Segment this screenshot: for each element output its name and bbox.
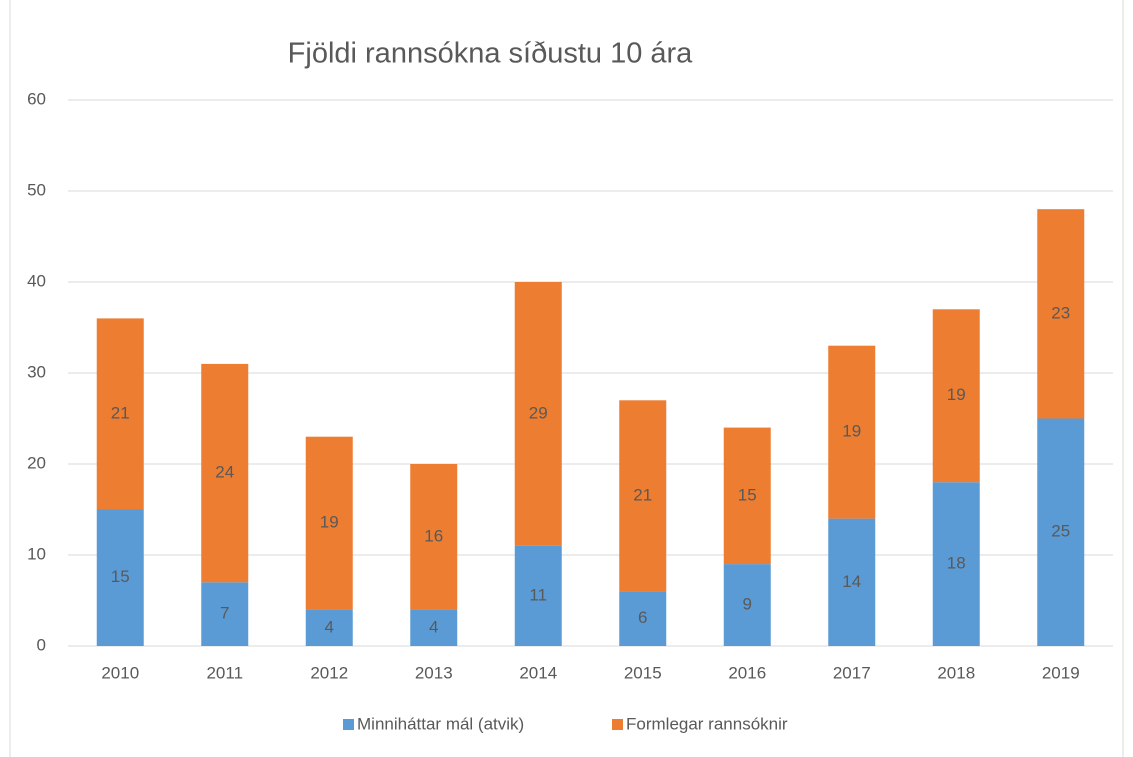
bar (619, 400, 667, 592)
bar (619, 591, 667, 646)
data-label: 19 (842, 422, 861, 441)
bar (201, 363, 249, 583)
data-label: 21 (633, 485, 652, 504)
data-label: 21 (111, 403, 130, 422)
bar (828, 518, 876, 646)
y-tick-label: 30 (27, 362, 46, 381)
data-label: 14 (842, 572, 861, 591)
x-tick-label: 2015 (624, 663, 662, 682)
legend-label: Minniháttar mál (atvik) (357, 714, 524, 733)
bar (514, 545, 562, 646)
data-label: 25 (1051, 522, 1070, 541)
data-label: 15 (738, 485, 757, 504)
data-label: 6 (638, 608, 647, 627)
data-label: 15 (111, 567, 130, 586)
bar (410, 609, 458, 646)
data-label: 19 (320, 513, 339, 532)
x-tick-label: 2018 (937, 663, 975, 682)
bar (305, 609, 353, 646)
data-label: 16 (424, 526, 443, 545)
bar (932, 482, 980, 646)
x-tick-label: 2017 (833, 663, 871, 682)
bar (723, 564, 771, 646)
data-label: 29 (529, 403, 548, 422)
chart-title: Fjöldi rannsókna síðustu 10 ára (288, 38, 693, 70)
x-tick-label: 2013 (415, 663, 453, 682)
bar (828, 345, 876, 519)
y-tick-label: 10 (27, 544, 46, 563)
data-label: 4 (429, 617, 438, 636)
bar (201, 582, 249, 646)
x-tick-label: 2011 (206, 663, 243, 682)
bar (96, 509, 144, 646)
legend-swatch (343, 719, 354, 730)
legend-label: Formlegar rannsóknir (626, 714, 788, 733)
x-tick-label: 2012 (310, 663, 348, 682)
bar (514, 282, 562, 546)
bar (410, 464, 458, 610)
y-tick-label: 40 (27, 271, 46, 290)
legend-swatch (612, 719, 623, 730)
data-label: 19 (947, 385, 966, 404)
bar (1037, 209, 1085, 419)
y-tick-label: 20 (27, 453, 46, 472)
y-tick-label: 60 (27, 89, 46, 108)
data-label: 7 (220, 604, 229, 623)
data-label: 11 (529, 585, 547, 604)
data-label: 4 (325, 617, 334, 636)
x-tick-label: 2014 (519, 663, 557, 682)
y-tick-label: 50 (27, 180, 46, 199)
bar (723, 427, 771, 565)
bar (305, 436, 353, 610)
y-tick-label: 0 (37, 635, 46, 654)
x-tick-label: 2019 (1042, 663, 1080, 682)
data-label: 24 (215, 463, 234, 482)
data-label: 9 (743, 595, 752, 614)
x-tick-label: 2016 (728, 663, 766, 682)
x-tick-label: 2010 (101, 663, 139, 682)
bar (96, 318, 144, 510)
bar (932, 309, 980, 483)
data-label: 23 (1051, 303, 1070, 322)
data-label: 18 (947, 554, 966, 573)
bar (1037, 418, 1085, 646)
